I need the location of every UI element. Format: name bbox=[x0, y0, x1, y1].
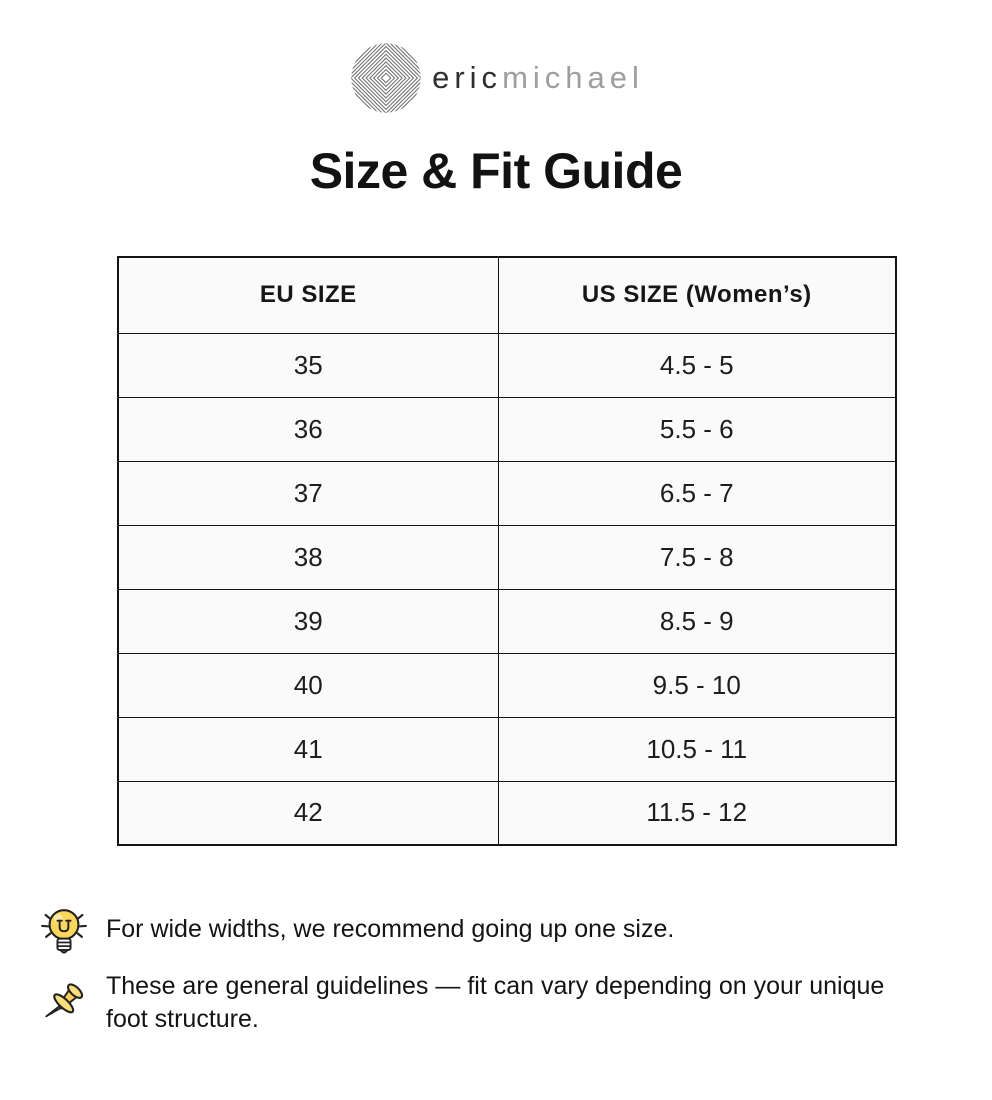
table-row: 41 10.5 - 11 bbox=[117, 716, 897, 782]
size-conversion-table: EU SIZE US SIZE (Women’s) 35 4.5 - 5 36 5.5… bbox=[117, 256, 897, 846]
us-size-cell: 10.5 - 11 bbox=[497, 716, 897, 782]
brand-first-word: eric bbox=[432, 60, 503, 95]
us-size-header: US SIZE (Women’s) bbox=[497, 256, 897, 334]
table-header-row: EU SIZE US SIZE (Women’s) bbox=[117, 256, 897, 334]
us-size-cell: 9.5 - 10 bbox=[497, 652, 897, 718]
us-size-cell: 7.5 - 8 bbox=[497, 524, 897, 590]
table-row: 42 11.5 - 12 bbox=[117, 780, 897, 846]
guidelines-note: These are general guidelines — fit can v… bbox=[36, 970, 992, 1035]
table-row: 39 8.5 - 9 bbox=[117, 588, 897, 654]
us-size-cell: 8.5 - 9 bbox=[497, 588, 897, 654]
wide-width-note: For wide widths, we recommend going up o… bbox=[36, 900, 992, 958]
us-size-cell: 11.5 - 12 bbox=[497, 780, 897, 846]
diamond-pattern-logo-icon bbox=[351, 43, 421, 113]
table-row: 37 6.5 - 7 bbox=[117, 460, 897, 526]
brand-header: ericmichael bbox=[0, 0, 992, 116]
page-title: Size & Fit Guide bbox=[309, 143, 683, 199]
us-size-cell: 5.5 - 6 bbox=[497, 396, 897, 462]
eu-size-cell: 41 bbox=[117, 716, 499, 782]
wide-width-note-text: For wide widths, we recommend going up o… bbox=[106, 914, 675, 943]
table-row: 35 4.5 - 5 bbox=[117, 332, 897, 398]
eu-size-cell: 40 bbox=[117, 652, 499, 718]
notes-section: For wide widths, we recommend going up o… bbox=[36, 900, 992, 1035]
size-table-body: 35 4.5 - 5 36 5.5 - 6 37 6.5 - 7 38 7.5 - 8 39 8.… bbox=[117, 332, 897, 846]
lightbulb-icon bbox=[41, 909, 87, 954]
brand-second-word: michael bbox=[502, 60, 644, 95]
eu-size-cell: 38 bbox=[117, 524, 499, 590]
eu-size-header: EU SIZE bbox=[117, 256, 499, 334]
table-row: 38 7.5 - 8 bbox=[117, 524, 897, 590]
table-row: 36 5.5 - 6 bbox=[117, 396, 897, 462]
us-size-cell: 6.5 - 7 bbox=[497, 460, 897, 526]
eu-size-cell: 39 bbox=[117, 588, 499, 654]
table-row: 40 9.5 - 10 bbox=[117, 652, 897, 718]
eu-size-cell: 35 bbox=[117, 332, 499, 398]
eu-size-cell: 42 bbox=[117, 780, 499, 846]
pushpin-icon bbox=[45, 982, 84, 1017]
brand-wordmark: ericmichael bbox=[432, 60, 644, 96]
size-table-container: EU SIZE US SIZE (Women’s) 35 4.5 - 5 36 5.5… bbox=[117, 256, 992, 846]
eu-size-cell: 37 bbox=[117, 460, 499, 526]
us-size-cell: 4.5 - 5 bbox=[497, 332, 897, 398]
eu-size-cell: 36 bbox=[117, 396, 499, 462]
guidelines-note-text: These are general guidelines — fit can v… bbox=[106, 972, 885, 1033]
